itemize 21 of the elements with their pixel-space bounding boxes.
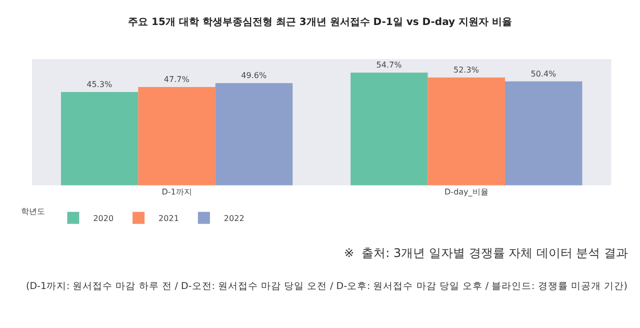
bar bbox=[505, 81, 582, 186]
legend-label: 2021 bbox=[158, 214, 179, 223]
legend-label: 2022 bbox=[224, 214, 244, 223]
data-label: 52.3% bbox=[453, 66, 480, 75]
bar bbox=[428, 78, 506, 186]
text: ※ 출처: 3개년 일자별 경쟁률 자체 데이터 분석 결과 bbox=[344, 246, 628, 260]
chart-title: 주요 15개 대학 학생부종심전형 최근 3개년 원서접수 D-1일 vs D-day 지원자 비율 bbox=[128, 17, 512, 28]
legend-label: 2020 bbox=[93, 214, 114, 223]
bar bbox=[138, 87, 216, 186]
text: (D-1까지: 원서접수 마감 하루 전 / D-오전: 원서접수 마감 당일 오전 / D-오후: 원서접수 마감 당일 오후 / 블라인드: 경쟁률 미공개 기간) bbox=[26, 281, 628, 292]
data-label: 47.7% bbox=[164, 75, 190, 84]
x-tick-label: D-day_비율 bbox=[444, 187, 488, 196]
data-label: 49.6% bbox=[241, 71, 267, 80]
legend-title: 학년도 bbox=[21, 206, 46, 216]
bar bbox=[350, 72, 428, 186]
bar bbox=[60, 92, 138, 186]
bar bbox=[215, 83, 293, 186]
data-label: 54.7% bbox=[376, 60, 402, 70]
data-label: 45.3% bbox=[86, 80, 112, 89]
data-label: 50.4% bbox=[530, 69, 557, 78]
x-tick-label: D-1까지 bbox=[162, 187, 192, 196]
